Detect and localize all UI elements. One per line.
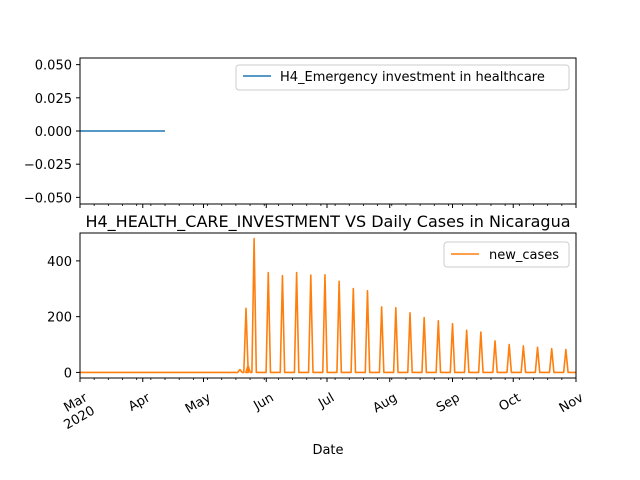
top-y-tick-label: −0.025 <box>24 158 72 173</box>
top-legend-label: H4_Emergency investment in healthcare <box>280 70 545 85</box>
top-y-tick-label: 0.025 <box>35 92 72 107</box>
top-y-tick-label: 0.050 <box>35 59 72 74</box>
top-legend: H4_Emergency investment in healthcare <box>235 64 570 91</box>
bottom-series-layer <box>80 237 576 374</box>
bottom-legend: new_cases <box>443 241 570 268</box>
chart-title: H4_HEALTH_CARE_INVESTMENT VS Daily Cases… <box>85 212 570 232</box>
bottom-y-tick-label: 0 <box>64 366 72 381</box>
top-x-ticks <box>79 204 577 208</box>
bottom-x-tick-label: Jul <box>315 390 337 411</box>
bottom-legend-label: new_cases <box>489 248 559 263</box>
top-legend-box <box>235 64 570 91</box>
bottom-legend-box <box>443 241 570 268</box>
top-chart-panel: 0.050 0.025 0.000 −0.025 −0.050 H4_Emergency… <box>24 57 577 208</box>
bottom-y-tick-label: 200 <box>47 311 72 326</box>
top-y-ticks: 0.050 0.025 0.000 −0.025 −0.050 <box>24 59 80 206</box>
x-tick-label-line: Jul <box>315 390 337 411</box>
bottom-series-line <box>80 237 576 374</box>
bottom-y-ticks: 400 200 0 <box>47 255 80 381</box>
bottom-y-tick-label: 400 <box>47 255 72 270</box>
top-y-tick-label: −0.050 <box>24 191 72 206</box>
bottom-axes-frame <box>79 232 577 379</box>
top-y-tick-label: 0.000 <box>35 125 72 140</box>
x-axis-label: Date <box>312 443 343 458</box>
